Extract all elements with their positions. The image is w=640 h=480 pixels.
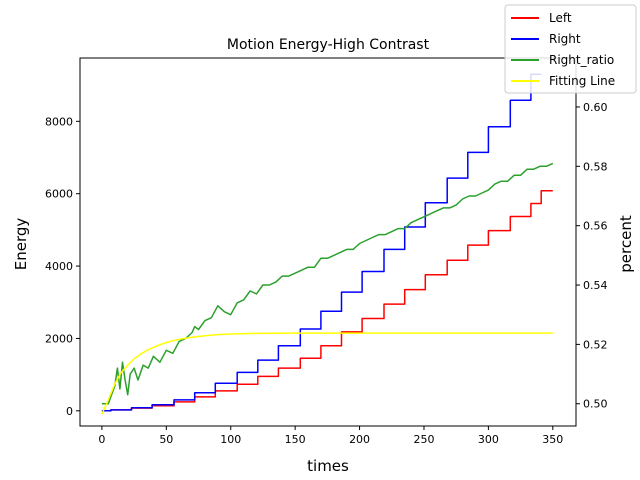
chart-title: Motion Energy-High Contrast [227, 37, 430, 53]
y-axis-title: Energy [12, 218, 30, 271]
legend-label: Fitting Line [549, 74, 615, 88]
y2-tick-label: 0.52 [583, 338, 608, 351]
legend-label: Right_ratio [549, 53, 614, 67]
x-tick-label: 200 [349, 433, 370, 446]
y2-tick-label: 0.58 [583, 160, 608, 173]
series-line-right-ratio [101, 162, 554, 405]
legend-box [504, 4, 637, 94]
plot-frame [79, 57, 577, 427]
x-tick-label: 0 [98, 433, 105, 446]
x-axis-title: times [307, 457, 349, 475]
y2-tick-label: 0.56 [583, 220, 608, 233]
y2-axis-title: percent [617, 215, 635, 273]
legend-label: Left [549, 11, 572, 25]
y-tick-label: 0 [66, 405, 73, 418]
legend-item: Fitting Line [511, 74, 615, 88]
y-tick-label: 8000 [45, 115, 73, 128]
x-tick-label: 50 [159, 433, 173, 446]
y-tick-label: 2000 [45, 332, 73, 345]
series-line-fitting-line [101, 332, 553, 415]
x-tick-label: 300 [478, 433, 499, 446]
series-line-right [101, 73, 542, 412]
y2-tick-label: 0.54 [583, 279, 608, 292]
y2-tick-label: 0.60 [583, 101, 608, 114]
plot-content [101, 73, 554, 415]
x-tick-label: 250 [413, 433, 434, 446]
axis-ticks: 0 50 100 150 200 250 300 350 0 2000 4000 6000 8000 0.… [45, 101, 608, 446]
legend-item: Right [511, 32, 581, 46]
x-tick-label: 350 [542, 433, 563, 446]
x-tick-label: 150 [285, 433, 306, 446]
x-tick-label: 100 [220, 433, 241, 446]
y-tick-label: 4000 [45, 260, 73, 273]
legend-item: Left [511, 11, 572, 25]
series-line-left [101, 190, 553, 412]
legend-item: Right_ratio [511, 53, 614, 67]
y-tick-label: 6000 [45, 188, 73, 201]
y2-tick-label: 0.50 [583, 398, 608, 411]
legend-label: Right [549, 32, 581, 46]
legend: Left Right Right_ratio Fitting Line [504, 4, 637, 94]
